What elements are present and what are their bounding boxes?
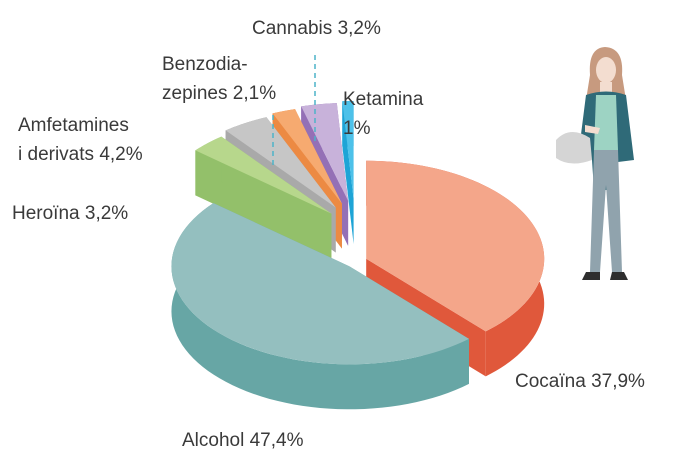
pie [171,101,545,410]
label: Ketamina 1% [343,85,423,143]
value-label: 3,2% [337,18,381,39]
category-label: Heroïna [12,203,80,224]
category-label: Cannabis [252,18,333,39]
slice [342,101,354,200]
slice [301,103,349,201]
label: Amfetamines i derivats 4,2% [18,111,143,169]
slice [171,203,469,410]
value-label: 2,1% [232,83,277,104]
slice [272,109,342,204]
value-label: 4,2% [99,144,143,165]
category-label: Ketamina [343,89,424,110]
category-label: Benzodia- zepines [162,54,248,104]
slice [171,203,469,365]
label: Alcohol 47,4% [182,426,303,455]
slice [225,117,336,208]
value-label: 37,9% [591,371,645,392]
slice [342,101,354,245]
label: Heroïna 3,2% [12,199,128,228]
value-label: 47,4% [249,430,304,451]
category-label: Amfetamines i derivats [18,115,129,165]
label: Cocaïna 37,9% [515,367,645,396]
slice [195,136,332,259]
category-label: Cocaïna [515,371,586,392]
label: Benzodia- zepines 2,1% [162,50,276,108]
category-label: Alcohol [182,430,245,451]
label: Cannabis 3,2% [252,14,381,43]
slice-side [171,203,469,410]
woman-illustration [556,47,634,280]
slice [366,160,545,332]
value-label: 3,2% [84,203,129,224]
slice [195,136,332,214]
value-label: 1% [343,118,371,139]
